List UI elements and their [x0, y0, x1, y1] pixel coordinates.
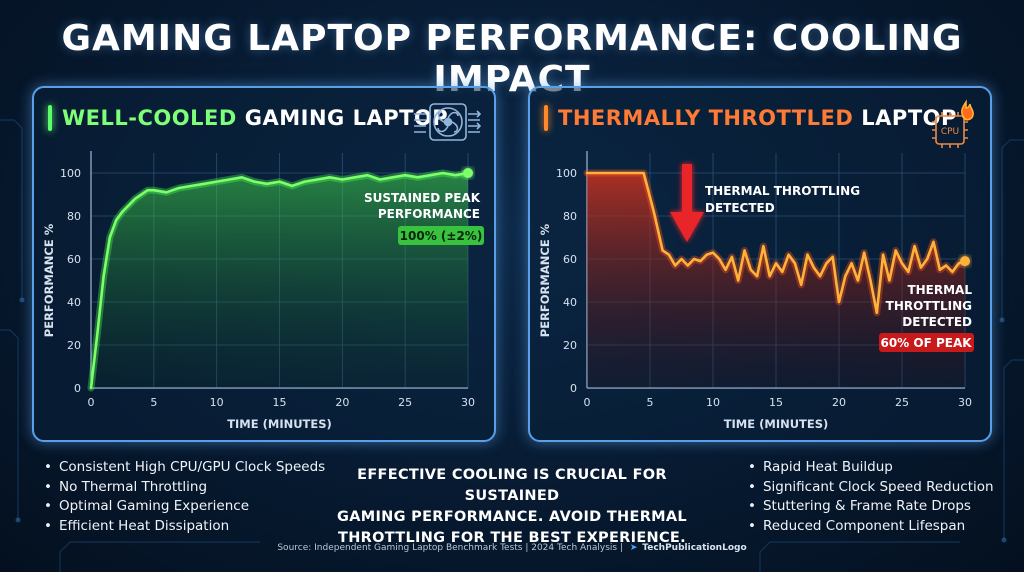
x-tick-label: 30 — [461, 396, 475, 409]
x-tick-label: 30 — [958, 396, 972, 409]
throttling-label-line1: THERMAL THROTTLING — [705, 184, 860, 198]
cooled-benefits-list: Consistent High CPU/GPU Clock Speeds No … — [44, 458, 325, 536]
list-item: Reduced Component Lifespan — [748, 517, 994, 537]
y-tick-label: 60 — [67, 253, 81, 266]
y-tick-label: 100 — [60, 167, 81, 180]
throttled-series-line — [585, 171, 967, 315]
y-tick-label: 20 — [67, 339, 81, 352]
x-axis-label: TIME (MINUTES) — [724, 417, 829, 431]
source-footer: Source: Independent Gaming Laptop Benchm… — [0, 543, 1024, 553]
peak-badge-bg — [398, 226, 484, 245]
throttling-label-line2: DETECTED — [705, 201, 775, 215]
y-tick-label: 100 — [556, 167, 577, 180]
heading-highlight: WELL-COOLED — [62, 106, 237, 130]
x-tick-label: 20 — [832, 396, 846, 409]
list-item: Rapid Heat Buildup — [748, 458, 994, 478]
y-axis-label: PERFORMANCE % — [538, 223, 552, 337]
cooled-series-area — [91, 173, 468, 388]
throttle-arrow-icon — [670, 164, 704, 242]
x-tick-label: 25 — [895, 396, 909, 409]
heading-accent-bar — [48, 105, 52, 131]
y-axis-label: PERFORMANCE % — [42, 223, 56, 337]
key-message-line: GAMING PERFORMANCE. AVOID THERMAL — [337, 509, 687, 525]
x-tick-label: 10 — [706, 396, 720, 409]
sustained-peak-label-line2: PERFORMANCE — [378, 207, 480, 221]
throttled-heading: THERMALLY THROTTLED LAPTOP — [544, 104, 957, 132]
x-tick-label: 0 — [88, 396, 95, 409]
y-tick-label: 80 — [563, 210, 577, 223]
logo-icon: ➤ — [629, 543, 638, 553]
x-tick-label: 0 — [584, 396, 591, 409]
throttling-end-label-line3: DETECTED — [902, 315, 972, 329]
x-tick-label: 10 — [210, 396, 224, 409]
peak-ratio-badge-bg — [879, 333, 974, 352]
heading-rest: LAPTOP — [861, 106, 957, 130]
x-tick-label: 25 — [398, 396, 412, 409]
key-message: EFFECTIVE COOLING IS CRUCIAL FOR SUSTAIN… — [330, 465, 694, 549]
peak-badge: 100% (±2%) — [400, 229, 483, 243]
peak-ratio-badge: 60% OF PEAK — [880, 336, 972, 350]
y-tick-label: 60 — [563, 253, 577, 266]
x-tick-label: 20 — [335, 396, 349, 409]
y-tick-label: 80 — [67, 210, 81, 223]
publication-logo: TechPublicationLogo — [642, 543, 747, 553]
heading-accent-bar — [544, 105, 548, 131]
throttled-series-area — [587, 173, 965, 388]
heading-rest: GAMING LAPTOP — [244, 106, 449, 130]
list-item: Optimal Gaming Experience — [44, 497, 325, 517]
cooled-end-point — [463, 168, 473, 178]
key-message-line: EFFECTIVE COOLING IS CRUCIAL FOR SUSTAIN… — [357, 467, 667, 504]
throttled-end-point — [960, 256, 970, 267]
list-item: Consistent High CPU/GPU Clock Speeds — [44, 458, 325, 478]
throttling-end-label-line2: THROTTLING — [886, 299, 972, 313]
x-tick-label: 5 — [647, 396, 654, 409]
y-tick-label: 40 — [67, 296, 81, 309]
key-message-line: THROTTLING FOR THE BEST EXPERIENCE. — [338, 530, 686, 546]
cpu-label: CPU — [941, 127, 959, 137]
well-cooled-heading: WELL-COOLED GAMING LAPTOP — [48, 104, 448, 132]
cooling-fan-icon — [414, 103, 482, 141]
x-tick-label: 15 — [769, 396, 783, 409]
x-axis-label: TIME (MINUTES) — [227, 417, 332, 431]
list-item: Efficient Heat Dissipation — [44, 517, 325, 537]
list-item: No Thermal Throttling — [44, 478, 325, 498]
throttling-end-label-line1: THERMAL — [907, 283, 972, 297]
x-tick-label: 5 — [150, 396, 157, 409]
throttled-issues-list: Rapid Heat Buildup Significant Clock Spe… — [748, 458, 994, 536]
y-tick-label: 40 — [563, 296, 577, 309]
y-tick-label: 20 — [563, 339, 577, 352]
x-tick-label: 15 — [273, 396, 287, 409]
cooled-series-line — [89, 171, 470, 390]
list-item: Stuttering & Frame Rate Drops — [748, 497, 994, 517]
sustained-peak-label-line1: SUSTAINED PEAK — [364, 191, 481, 205]
y-tick-label: 0 — [570, 382, 577, 395]
hot-cpu-icon: CPU — [932, 99, 974, 148]
heading-highlight: THERMALLY THROTTLED — [558, 106, 854, 130]
source-text: Source: Independent Gaming Laptop Benchm… — [277, 543, 623, 553]
list-item: Significant Clock Speed Reduction — [748, 478, 994, 498]
y-tick-label: 0 — [74, 382, 81, 395]
